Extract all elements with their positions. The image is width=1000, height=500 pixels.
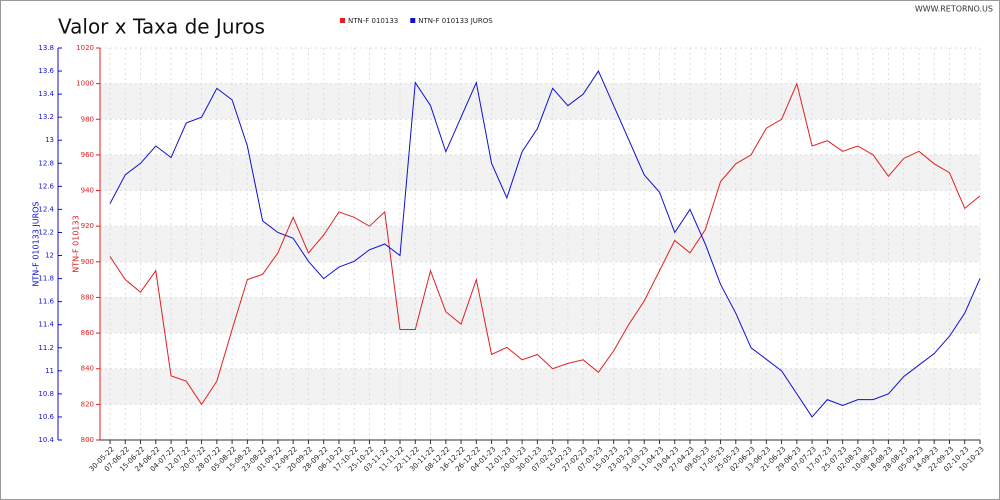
- y-tick-label: 980: [81, 115, 94, 123]
- y-tick-label: 940: [81, 187, 94, 195]
- y2-tick-label: 13.8: [38, 44, 54, 52]
- grid-band: [100, 83, 980, 120]
- y-tick-label: 900: [81, 258, 94, 266]
- y2-tick-label: 11.6: [38, 298, 54, 306]
- grid-band: [100, 368, 980, 405]
- y2-tick-label: 13.6: [38, 67, 54, 75]
- y2-tick-label: 12.8: [38, 159, 54, 167]
- grid-band: [100, 226, 980, 262]
- y2-tick-label: 10.4: [38, 436, 54, 444]
- y-tick-label: 1020: [76, 44, 94, 52]
- legend-swatch: [340, 18, 345, 23]
- y2-tick-label: 11.8: [38, 275, 54, 283]
- legend-label: NTN-F 010133: [348, 17, 398, 25]
- y-tick-label: 840: [81, 365, 94, 373]
- y-axis-title: NTN-F 010133: [72, 215, 81, 272]
- y2-tick-label: 11.2: [38, 344, 54, 352]
- y2-tick-label: 13.4: [38, 90, 54, 98]
- y2-tick-label: 13.2: [38, 113, 54, 121]
- y2-tick-label: 11: [45, 367, 54, 375]
- y2-tick-label: 13: [45, 136, 54, 144]
- chart-title: Valor x Taxa de Juros: [58, 15, 265, 39]
- grid-band: [100, 297, 980, 334]
- watermark: WWW.RETORNO.US: [915, 5, 993, 14]
- grid-band: [100, 154, 980, 191]
- legend-label: NTN-F 010133 JUROS: [418, 17, 493, 25]
- y-tick-label: 960: [81, 151, 94, 159]
- y-tick-label: 800: [81, 436, 94, 444]
- y2-tick-label: 11.4: [38, 321, 54, 329]
- series-line: [109, 70, 981, 418]
- y2-tick-label: 12.4: [38, 205, 54, 213]
- y-tick-label: 1000: [76, 80, 94, 88]
- legend-swatch: [410, 18, 416, 23]
- y-tick-label: 920: [81, 222, 94, 230]
- y2-tick-label: 12.6: [38, 182, 54, 190]
- y2-axis-title: NTN-F 010133 JUROS: [32, 201, 41, 286]
- y-tick-label: 820: [81, 400, 94, 408]
- series-line: [109, 82, 981, 406]
- y2-tick-label: 12: [45, 252, 54, 260]
- y2-tick-label: 10.6: [38, 413, 54, 421]
- y2-tick-label: 10.8: [38, 390, 54, 398]
- y-tick-label: 860: [81, 329, 94, 337]
- y-tick-label: 880: [81, 293, 94, 301]
- y2-tick-label: 12.2: [38, 228, 54, 236]
